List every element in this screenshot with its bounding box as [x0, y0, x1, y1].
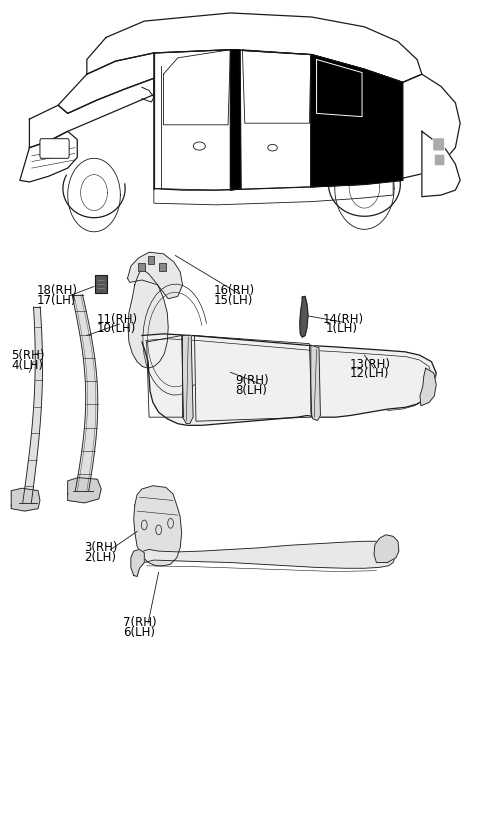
Polygon shape: [131, 550, 144, 577]
Polygon shape: [58, 53, 154, 114]
FancyBboxPatch shape: [159, 263, 166, 271]
Text: 1(LH): 1(LH): [326, 322, 358, 335]
Polygon shape: [128, 268, 168, 368]
Polygon shape: [87, 13, 422, 83]
FancyBboxPatch shape: [148, 256, 155, 264]
FancyBboxPatch shape: [434, 155, 445, 166]
Polygon shape: [23, 307, 42, 503]
FancyBboxPatch shape: [433, 138, 444, 151]
Text: 18(RH): 18(RH): [36, 284, 78, 297]
Polygon shape: [300, 296, 308, 337]
Polygon shape: [154, 50, 460, 190]
Polygon shape: [72, 294, 98, 491]
Text: 7(RH): 7(RH): [123, 617, 156, 630]
Polygon shape: [154, 180, 393, 204]
Text: 11(RH): 11(RH): [96, 312, 138, 326]
Polygon shape: [311, 345, 321, 420]
Text: 8(LH): 8(LH): [235, 384, 267, 397]
Text: 12(LH): 12(LH): [350, 367, 390, 380]
Polygon shape: [29, 79, 154, 148]
Polygon shape: [182, 335, 193, 424]
Text: 6(LH): 6(LH): [123, 627, 155, 639]
Polygon shape: [134, 486, 181, 566]
Polygon shape: [230, 50, 241, 190]
Text: 2(LH): 2(LH): [84, 551, 117, 564]
Text: 14(RH): 14(RH): [323, 312, 363, 326]
Polygon shape: [128, 252, 182, 299]
FancyBboxPatch shape: [40, 139, 69, 159]
Polygon shape: [317, 60, 362, 117]
Text: 16(RH): 16(RH): [214, 284, 255, 297]
FancyBboxPatch shape: [95, 275, 107, 293]
FancyBboxPatch shape: [138, 263, 145, 271]
Polygon shape: [374, 535, 399, 563]
Polygon shape: [422, 132, 460, 196]
Polygon shape: [137, 542, 396, 577]
Polygon shape: [142, 334, 436, 425]
Text: 4(LH): 4(LH): [11, 359, 43, 372]
Text: 3(RH): 3(RH): [84, 542, 118, 555]
Text: 15(LH): 15(LH): [214, 294, 253, 307]
Text: 9(RH): 9(RH): [235, 374, 269, 387]
Polygon shape: [20, 132, 77, 182]
Polygon shape: [311, 55, 403, 187]
Polygon shape: [68, 478, 101, 503]
Text: 17(LH): 17(LH): [36, 294, 76, 307]
Polygon shape: [420, 368, 436, 406]
Text: 10(LH): 10(LH): [96, 322, 136, 335]
Text: 13(RH): 13(RH): [350, 357, 391, 371]
Polygon shape: [11, 488, 40, 511]
Text: 5(RH): 5(RH): [11, 349, 45, 362]
